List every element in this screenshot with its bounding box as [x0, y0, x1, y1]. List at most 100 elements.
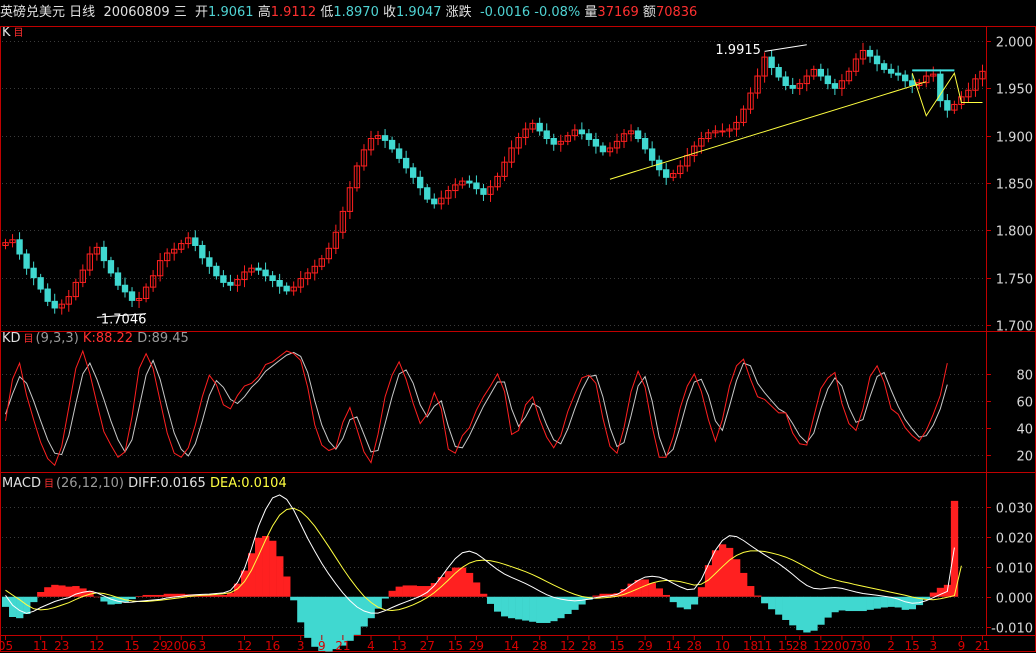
- candle-body: [845, 70, 853, 82]
- candle-body: [831, 83, 839, 89]
- k-title: K: [2, 25, 11, 40]
- macd-histogram-bar: [423, 586, 432, 597]
- candle-body: [979, 70, 986, 80]
- macd-histogram-bar: [269, 540, 277, 597]
- close-value: 1.9047: [396, 5, 442, 20]
- macd-histogram-bar: [613, 593, 621, 597]
- time-tick-label: 3: [297, 639, 305, 653]
- candle-body: [114, 272, 122, 286]
- candle-body: [768, 56, 775, 69]
- time-tick-label: 15: [124, 639, 139, 653]
- macd-histogram-bar: [240, 570, 249, 597]
- candle-body: [873, 55, 881, 65]
- macd-histogram-bar: [444, 571, 453, 597]
- macd-histogram-bar: [683, 596, 692, 610]
- macd-histogram-bar: [796, 596, 804, 631]
- macd-histogram-bar: [479, 593, 488, 597]
- close-label: 收: [383, 5, 397, 20]
- candle-body: [965, 89, 972, 98]
- kd-menu-icon[interactable]: 目: [23, 334, 34, 345]
- candle-body: [880, 63, 888, 70]
- macd-tick-label: 0.010: [996, 562, 1033, 577]
- macd-histogram-bar: [93, 596, 101, 598]
- candle-body: [663, 169, 670, 178]
- time-tick-label: 13: [391, 639, 406, 653]
- candle-body: [613, 140, 621, 149]
- candle-body: [128, 291, 136, 301]
- macd-histogram-bar: [346, 596, 354, 641]
- time-tick-label: 21: [975, 639, 990, 653]
- macd-histogram-bar: [901, 596, 909, 610]
- candle-body: [431, 198, 438, 205]
- macd-params: (26,12,10): [55, 476, 125, 491]
- candle-body: [445, 190, 452, 199]
- candle-body: [775, 67, 782, 78]
- candle-body: [852, 58, 860, 72]
- macd-histogram-bar: [550, 596, 558, 622]
- macd-histogram-bar: [536, 596, 544, 623]
- candle-body: [234, 279, 241, 286]
- macd-histogram-bar: [852, 596, 860, 612]
- candle-body: [353, 165, 361, 189]
- kd-d-value: D:89.45: [137, 331, 189, 346]
- candle-body: [480, 188, 487, 195]
- period-label[interactable]: 日线: [69, 5, 96, 20]
- kd-params: (9,3,3): [35, 331, 79, 346]
- candle-body: [585, 133, 593, 140]
- kd-tick-label: 20: [1016, 450, 1033, 465]
- candle-body: [395, 148, 403, 159]
- kd-tick-label: 80: [1016, 369, 1033, 384]
- candle-body: [318, 258, 325, 267]
- high-annotation: 1.9915: [715, 43, 761, 58]
- macd-histogram-bar: [817, 596, 825, 625]
- macd-histogram-bar: [374, 596, 382, 609]
- time-tick-label: 28: [532, 639, 547, 653]
- candle-body: [346, 187, 354, 212]
- quote-weekday: 三: [173, 5, 187, 20]
- candle-body: [367, 138, 375, 151]
- macd-histogram-bar: [641, 579, 649, 597]
- macd-menu-icon[interactable]: 目: [43, 479, 54, 490]
- time-tick-label: 28: [792, 639, 807, 653]
- macd-histogram-bar: [430, 583, 439, 597]
- kd-k-value: K:88.22: [82, 331, 134, 346]
- candle-body: [121, 284, 129, 293]
- macd-histogram-bar: [276, 556, 284, 597]
- time-tick-label: 15: [448, 639, 463, 653]
- kd-d-line: [5, 351, 948, 457]
- macd-histogram-bar: [30, 596, 38, 603]
- low-marker-line: [96, 313, 147, 318]
- macd-histogram-bar: [486, 596, 495, 604]
- macd-histogram-bar: [360, 596, 368, 627]
- macd-histogram-bar: [662, 594, 671, 597]
- outer-frame: [0, 26, 1036, 652]
- low-value: 1.8970: [333, 5, 379, 20]
- macd-histogram-bar: [163, 593, 171, 597]
- macd-histogram-bar: [557, 596, 565, 619]
- macd-histogram-bar: [381, 596, 389, 599]
- macd-histogram-bar: [107, 596, 115, 605]
- candle-body: [410, 167, 417, 178]
- macd-histogram-bar: [599, 593, 607, 597]
- kd-panel-label: KD 目 (9,3,3) K:88.22 D:89.45: [2, 331, 189, 348]
- macd-histogram-bar: [690, 596, 699, 605]
- candle-body: [142, 286, 150, 299]
- macd-histogram-bar: [810, 596, 818, 631]
- macd-histogram-bar: [311, 596, 319, 647]
- macd-histogram-bar: [543, 596, 551, 623]
- macd-histogram-bar: [564, 596, 572, 615]
- time-tick-label: 2: [887, 639, 895, 653]
- macd-histogram-bar: [831, 596, 839, 613]
- macd-diff-line: [5, 494, 955, 614]
- time-tick-label: 12: [237, 639, 252, 653]
- macd-histogram-bar: [508, 596, 516, 619]
- macd-histogram-bar: [304, 596, 312, 638]
- macd-tick-label: 0.030: [996, 502, 1033, 517]
- candle-body: [894, 72, 902, 76]
- candle-body: [417, 176, 424, 189]
- candle-body: [606, 147, 614, 153]
- k-menu-icon[interactable]: 目: [13, 28, 24, 39]
- macd-histogram-bar: [606, 593, 614, 597]
